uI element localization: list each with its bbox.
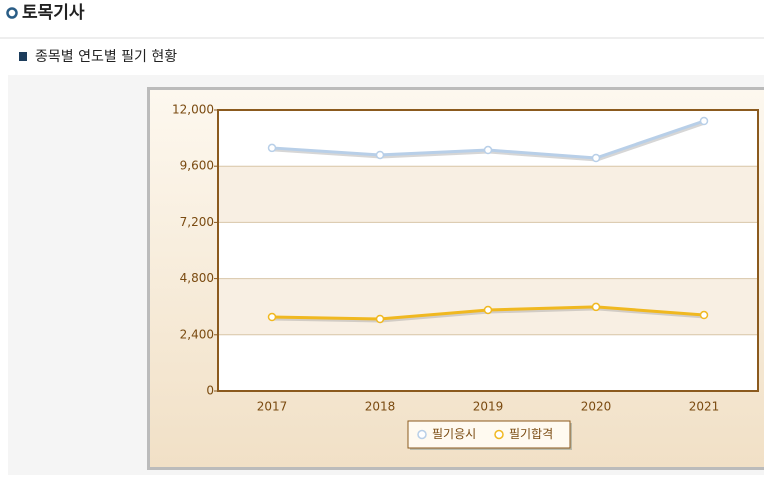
legend-marker [418,431,426,439]
legend-marker [495,431,503,439]
x-tick-label: 2018 [365,400,396,414]
y-tick-label: 4,800 [180,271,214,285]
x-tick-label: 2019 [473,400,504,414]
y-tick-label: 0 [206,384,214,398]
point [269,144,276,151]
x-tick-label: 2017 [257,400,288,414]
y-tick-label: 12,000 [172,103,214,117]
point [485,147,492,154]
point [593,155,600,162]
point [593,303,600,310]
point [377,151,384,158]
section-icon [19,52,27,61]
title-icon [8,9,17,18]
point [701,312,708,319]
legend-label: 필기응시 [432,427,476,441]
point [377,315,384,322]
y-tick-label: 7,200 [180,215,214,229]
point [269,314,276,321]
point [701,118,708,125]
y-tick-label: 2,400 [180,327,214,341]
section-title: 종목별 연도별 필기 현황 [35,49,177,65]
y-tick-label: 9,600 [180,159,214,173]
page-title: 토목기사 [22,3,85,23]
point [485,306,492,313]
legend-label: 필기합격 [509,427,553,441]
x-tick-label: 2021 [689,400,720,414]
x-tick-label: 2020 [581,400,612,414]
grid-band [218,166,758,222]
